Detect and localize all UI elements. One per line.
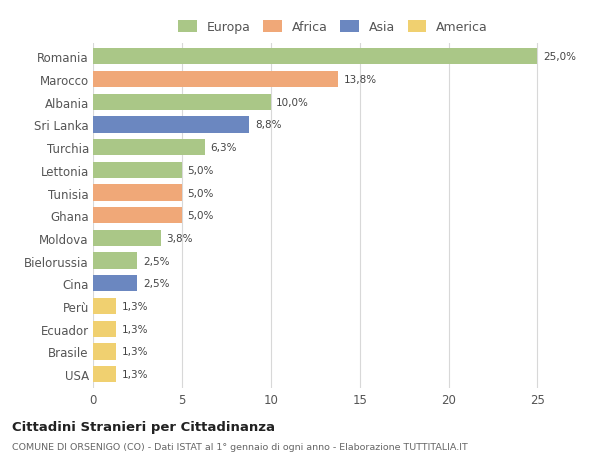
Text: 2,5%: 2,5% <box>143 256 169 266</box>
Text: 25,0%: 25,0% <box>543 52 576 62</box>
Text: 1,3%: 1,3% <box>121 324 148 334</box>
Text: 5,0%: 5,0% <box>187 211 214 221</box>
Text: 8,8%: 8,8% <box>255 120 281 130</box>
Text: 6,3%: 6,3% <box>211 143 237 153</box>
Bar <box>93 72 338 88</box>
Text: 1,3%: 1,3% <box>121 347 148 357</box>
Text: 3,8%: 3,8% <box>166 233 193 243</box>
Text: 5,0%: 5,0% <box>187 188 214 198</box>
Bar <box>93 253 137 269</box>
Text: 5,0%: 5,0% <box>187 165 214 175</box>
Bar <box>93 230 161 246</box>
Bar <box>93 162 182 179</box>
Bar <box>93 207 182 224</box>
Text: 1,3%: 1,3% <box>121 369 148 379</box>
Legend: Europa, Africa, Asia, America: Europa, Africa, Asia, America <box>178 21 488 34</box>
Bar <box>93 95 271 111</box>
Text: Cittadini Stranieri per Cittadinanza: Cittadini Stranieri per Cittadinanza <box>12 420 275 433</box>
Text: COMUNE DI ORSENIGO (CO) - Dati ISTAT al 1° gennaio di ogni anno - Elaborazione T: COMUNE DI ORSENIGO (CO) - Dati ISTAT al … <box>12 442 468 451</box>
Bar <box>93 117 250 133</box>
Bar <box>93 343 116 360</box>
Bar <box>93 185 182 201</box>
Bar <box>93 321 116 337</box>
Bar <box>93 298 116 314</box>
Bar <box>93 366 116 382</box>
Text: 13,8%: 13,8% <box>344 75 377 85</box>
Text: 10,0%: 10,0% <box>276 97 309 107</box>
Bar <box>93 275 137 292</box>
Bar <box>93 49 538 65</box>
Text: 1,3%: 1,3% <box>121 301 148 311</box>
Text: 2,5%: 2,5% <box>143 279 169 289</box>
Bar <box>93 140 205 156</box>
